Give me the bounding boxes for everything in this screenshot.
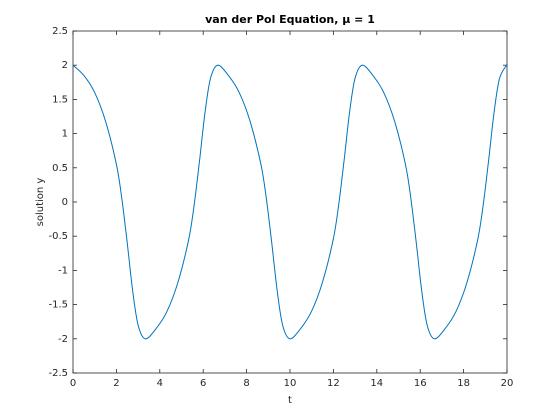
y-tick-label: -2 (58, 334, 68, 345)
y-tick-label: 0.5 (52, 163, 68, 174)
x-tick-label: 4 (157, 378, 163, 389)
x-axis-label: t (288, 395, 292, 406)
plot-box (72, 30, 508, 374)
y-axis-label: solution y (35, 178, 46, 227)
y-tick-label: -0.5 (48, 231, 68, 242)
x-tick-label: 16 (414, 378, 427, 389)
y-tick-label: -1.5 (48, 300, 68, 311)
x-tick-label: 6 (200, 378, 206, 389)
y-tick-label: 2.5 (52, 26, 68, 37)
x-tick-label: 12 (327, 378, 340, 389)
line (72, 63, 508, 340)
x-tick-label: 8 (243, 378, 249, 389)
x-tick-label: 2 (113, 378, 119, 389)
y-tick-label: 1.5 (52, 94, 68, 105)
x-tick-label: 10 (284, 378, 297, 389)
x-tick-label: 14 (370, 378, 383, 389)
y-tick-label: 1 (62, 129, 68, 140)
y-tick-label: 0 (62, 197, 68, 208)
y-tick-label: -1 (58, 265, 68, 276)
x-tick-label: 18 (457, 378, 470, 389)
chart-title: van der Pol Equation, μ = 1 (205, 13, 375, 26)
x-tick-label: 0 (70, 378, 76, 389)
x-tick-label: 20 (501, 378, 514, 389)
y-tick-label: -2.5 (48, 368, 68, 379)
y-tick-label: 2 (62, 60, 68, 71)
